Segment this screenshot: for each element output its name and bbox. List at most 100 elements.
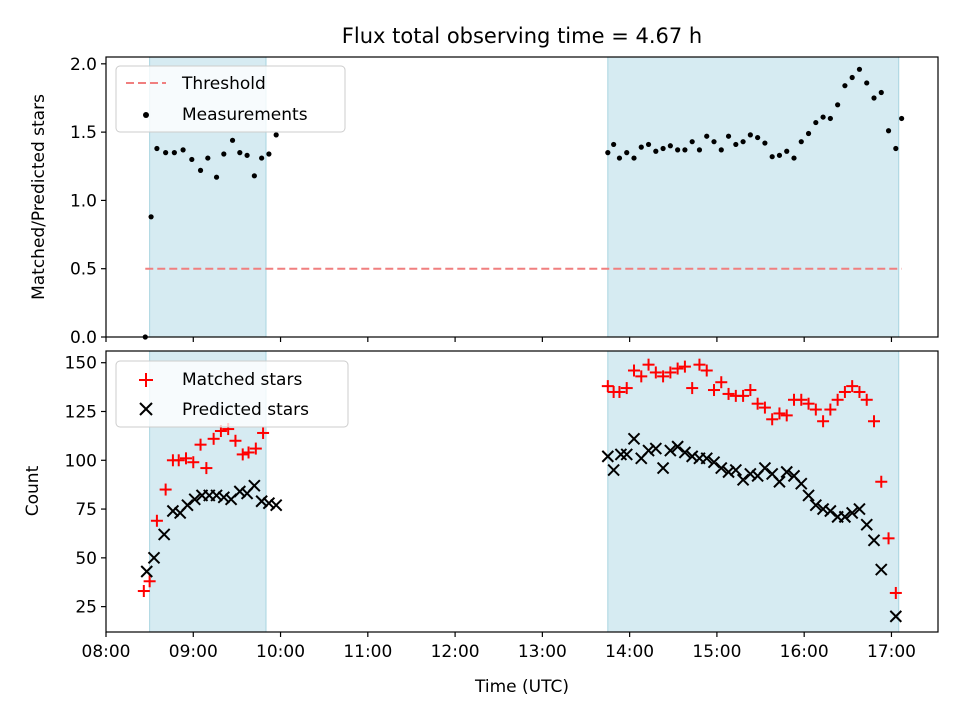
measurement-point xyxy=(616,155,623,161)
measurement-point xyxy=(813,119,819,126)
y-tick-label: 100 xyxy=(65,451,97,471)
matched-star-point xyxy=(137,585,150,598)
matched-star-point xyxy=(744,384,757,397)
measurement-point xyxy=(798,139,804,145)
predicted-star-point xyxy=(614,448,628,461)
x-tick-label: 15:00 xyxy=(692,642,741,662)
figure-title: Flux total observing time = 4.67 h xyxy=(342,24,702,48)
matched-star-point xyxy=(875,475,888,488)
predicted-star-point xyxy=(255,495,268,508)
matched-star-point xyxy=(700,364,713,377)
matched-star-point xyxy=(838,385,851,398)
predicted-star-point xyxy=(642,444,655,457)
predicted-star-point xyxy=(181,498,194,512)
y-tick-label: 150 xyxy=(65,354,97,374)
measurement-point xyxy=(675,147,681,153)
matched-star-point xyxy=(868,415,880,428)
x-tick-label: 10:00 xyxy=(256,642,305,662)
measurement-point xyxy=(704,133,710,139)
predicted-star-point xyxy=(875,563,888,576)
measurement-point xyxy=(213,174,220,180)
predicted-star-point xyxy=(157,528,171,541)
y-tick-label: 0.0 xyxy=(70,328,97,348)
matched-star-point xyxy=(780,409,793,422)
matched-star-point xyxy=(601,380,614,393)
matched-star-point xyxy=(678,360,691,373)
time-x-axis: 08:00 09:00 10:00 11:00 12:00 13:00 14:00 15:00… xyxy=(82,632,916,662)
matched-star-point xyxy=(620,382,633,395)
matched-stars-series xyxy=(137,358,902,599)
matched-star-point xyxy=(143,575,156,588)
measurements-legend-swatch xyxy=(143,112,149,118)
measurement-point xyxy=(259,155,265,161)
predicted-star-point xyxy=(217,491,231,504)
matched-star-point xyxy=(229,434,242,447)
predicted-star-point xyxy=(620,448,633,461)
matched-star-point xyxy=(817,415,830,428)
measurement-point xyxy=(849,74,855,81)
predicted-star-point xyxy=(795,477,808,490)
measurement-point xyxy=(747,132,753,138)
matched-star-point xyxy=(635,370,648,383)
ratio-panel: 0.00.51.01.52.0 Matched/Predicted stars … xyxy=(29,55,939,348)
predicted-star-point xyxy=(773,475,786,488)
predicted-star-point xyxy=(860,518,873,531)
measurement-point xyxy=(893,145,899,152)
ratio-x-ticks xyxy=(105,337,893,342)
x-tick-label: 13:00 xyxy=(518,642,567,662)
y-tick-label: 75 xyxy=(75,500,97,520)
measurement-point xyxy=(762,140,768,146)
matched-star-point xyxy=(737,389,750,402)
predicted-star-point xyxy=(707,456,721,469)
measurement-point xyxy=(682,147,688,153)
measurement-point xyxy=(899,115,905,122)
measurement-point xyxy=(660,145,666,152)
predicted-star-point xyxy=(627,432,641,446)
matched-star-point xyxy=(882,532,895,545)
predicted-star-point xyxy=(729,463,743,477)
matched-star-point xyxy=(180,452,192,465)
matched-star-point xyxy=(159,483,172,496)
predicted-star-point xyxy=(824,504,837,518)
matched-star-point xyxy=(831,393,844,406)
predicted-star-point xyxy=(715,461,728,475)
measurement-point xyxy=(769,154,775,160)
y-tick-label: 25 xyxy=(75,598,97,618)
measurement-point xyxy=(842,83,848,89)
ratio-y-axis-label: Matched/Predicted stars xyxy=(29,94,49,300)
x-tick-label: 12:00 xyxy=(431,642,480,662)
predicted-star-point xyxy=(233,485,247,498)
y-tick-label: 2.0 xyxy=(70,55,97,75)
predicted-star-point xyxy=(722,465,735,479)
predicted-star-point xyxy=(758,461,772,475)
y-tick-label: 50 xyxy=(75,549,97,569)
measurement-point xyxy=(197,167,204,173)
matched-star-point xyxy=(242,446,255,459)
measurement-point xyxy=(645,141,652,148)
matched-star-point xyxy=(824,403,837,416)
measurement-point xyxy=(725,133,732,139)
measurement-point xyxy=(605,150,611,156)
measurement-point xyxy=(244,152,250,158)
matched-star-point xyxy=(889,586,902,599)
matched-star-point xyxy=(200,462,213,475)
predicted-star-point xyxy=(140,565,153,578)
count-y-axis: 25 50 75 100 125 150 xyxy=(65,354,106,618)
count-y-axis-label: Count xyxy=(23,465,43,516)
ratio-plot-frame xyxy=(105,56,939,338)
y-tick-label: 1.5 xyxy=(70,123,97,143)
predicted-star-point xyxy=(166,504,180,518)
measurement-point xyxy=(251,173,257,179)
observing-window-2 xyxy=(607,56,900,338)
matched-star-point xyxy=(671,362,684,375)
predicted-star-point xyxy=(262,497,276,510)
count-legend-box xyxy=(115,360,349,428)
measurement-point xyxy=(696,147,703,153)
measurement-point xyxy=(784,148,790,154)
matched-star-point xyxy=(194,438,207,451)
measurement-point xyxy=(878,89,884,96)
predicted-star-point xyxy=(664,444,677,457)
matched-star-point xyxy=(846,380,859,393)
matched-star-point xyxy=(860,393,873,406)
measurement-point xyxy=(148,214,154,220)
